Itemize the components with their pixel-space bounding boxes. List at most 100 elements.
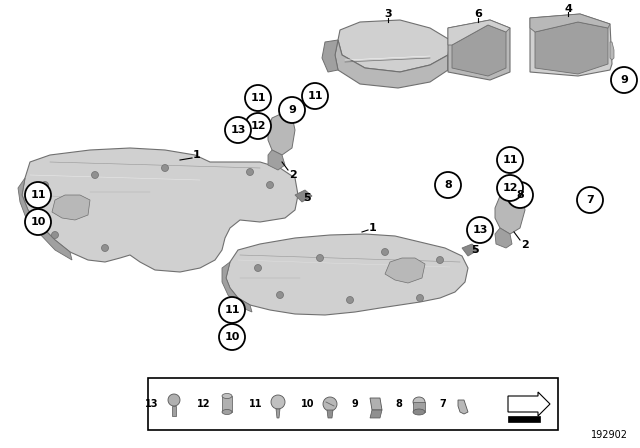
- Circle shape: [381, 249, 388, 255]
- Circle shape: [255, 264, 262, 271]
- Circle shape: [346, 297, 353, 303]
- Text: 11: 11: [250, 93, 266, 103]
- Polygon shape: [462, 244, 478, 256]
- Text: 9: 9: [351, 399, 358, 409]
- Circle shape: [245, 113, 271, 139]
- Ellipse shape: [222, 409, 232, 414]
- Text: 6: 6: [474, 9, 482, 19]
- Circle shape: [246, 168, 253, 176]
- Text: 5: 5: [303, 193, 311, 203]
- Ellipse shape: [222, 393, 232, 399]
- Polygon shape: [458, 400, 468, 414]
- Polygon shape: [22, 148, 298, 272]
- Ellipse shape: [413, 409, 425, 415]
- Circle shape: [436, 257, 444, 263]
- Circle shape: [497, 147, 523, 173]
- Polygon shape: [452, 25, 506, 76]
- Circle shape: [225, 117, 251, 143]
- Polygon shape: [385, 258, 425, 283]
- Polygon shape: [448, 20, 510, 45]
- Polygon shape: [172, 406, 176, 416]
- Polygon shape: [370, 410, 382, 418]
- Circle shape: [42, 181, 49, 189]
- Text: 11: 11: [224, 305, 240, 315]
- Circle shape: [611, 67, 637, 93]
- Circle shape: [317, 254, 323, 262]
- Polygon shape: [295, 190, 312, 202]
- Text: 11: 11: [307, 91, 323, 101]
- Polygon shape: [285, 104, 294, 116]
- Circle shape: [467, 217, 493, 243]
- Polygon shape: [370, 398, 382, 410]
- Circle shape: [245, 85, 271, 111]
- Text: 7: 7: [439, 399, 446, 409]
- Circle shape: [161, 164, 168, 172]
- Polygon shape: [610, 42, 614, 60]
- Polygon shape: [335, 40, 448, 88]
- Text: 12: 12: [250, 121, 266, 131]
- Polygon shape: [18, 178, 72, 260]
- Text: 12: 12: [502, 183, 518, 193]
- Circle shape: [168, 394, 180, 406]
- Text: 8: 8: [395, 399, 402, 409]
- Polygon shape: [276, 409, 280, 418]
- Circle shape: [323, 397, 337, 411]
- Text: 5: 5: [471, 245, 479, 255]
- Text: 10: 10: [30, 217, 45, 227]
- Polygon shape: [222, 262, 252, 312]
- Polygon shape: [530, 14, 612, 76]
- Ellipse shape: [413, 397, 425, 407]
- Circle shape: [279, 97, 305, 123]
- Text: 1: 1: [369, 223, 377, 233]
- Polygon shape: [268, 150, 285, 170]
- Circle shape: [51, 232, 58, 238]
- Circle shape: [276, 292, 284, 298]
- Text: 192902: 192902: [591, 430, 628, 440]
- Circle shape: [417, 294, 424, 302]
- Circle shape: [102, 245, 109, 251]
- Circle shape: [25, 182, 51, 208]
- Polygon shape: [530, 14, 610, 32]
- Polygon shape: [268, 112, 295, 155]
- Polygon shape: [322, 40, 338, 72]
- Circle shape: [435, 172, 461, 198]
- Circle shape: [219, 297, 245, 323]
- Text: 10: 10: [224, 332, 240, 342]
- Text: 7: 7: [586, 195, 594, 205]
- Text: 9: 9: [288, 105, 296, 115]
- Circle shape: [266, 181, 273, 189]
- Polygon shape: [495, 228, 512, 248]
- Polygon shape: [52, 195, 90, 220]
- Polygon shape: [226, 234, 468, 315]
- Circle shape: [302, 83, 328, 109]
- Circle shape: [507, 182, 533, 208]
- Text: 10: 10: [301, 399, 314, 409]
- Text: 12: 12: [196, 399, 210, 409]
- Text: 9: 9: [620, 75, 628, 85]
- Text: 3: 3: [384, 9, 392, 19]
- Polygon shape: [508, 416, 540, 422]
- Text: 13: 13: [145, 399, 158, 409]
- Polygon shape: [413, 402, 425, 412]
- Text: 13: 13: [472, 225, 488, 235]
- Bar: [148, 378, 558, 430]
- Polygon shape: [222, 396, 232, 412]
- Text: 11: 11: [248, 399, 262, 409]
- Text: 8: 8: [516, 190, 524, 200]
- Text: 8: 8: [444, 180, 452, 190]
- Circle shape: [25, 209, 51, 235]
- Text: 4: 4: [564, 4, 572, 14]
- Text: 13: 13: [230, 125, 246, 135]
- Circle shape: [577, 187, 603, 213]
- Circle shape: [271, 395, 285, 409]
- Circle shape: [92, 172, 99, 178]
- Polygon shape: [327, 410, 333, 418]
- Polygon shape: [338, 20, 450, 72]
- Polygon shape: [508, 392, 550, 416]
- Circle shape: [219, 324, 245, 350]
- Polygon shape: [514, 182, 524, 195]
- Polygon shape: [535, 22, 608, 74]
- Circle shape: [497, 175, 523, 201]
- Polygon shape: [448, 52, 462, 70]
- Text: 11: 11: [30, 190, 45, 200]
